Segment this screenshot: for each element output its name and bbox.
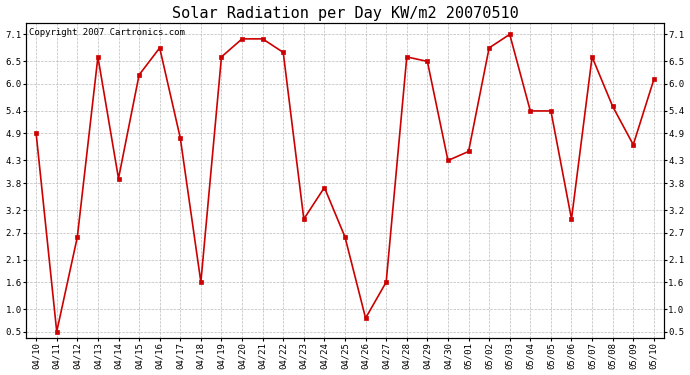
Title: Solar Radiation per Day KW/m2 20070510: Solar Radiation per Day KW/m2 20070510: [172, 6, 518, 21]
Text: Copyright 2007 Cartronics.com: Copyright 2007 Cartronics.com: [29, 28, 185, 37]
